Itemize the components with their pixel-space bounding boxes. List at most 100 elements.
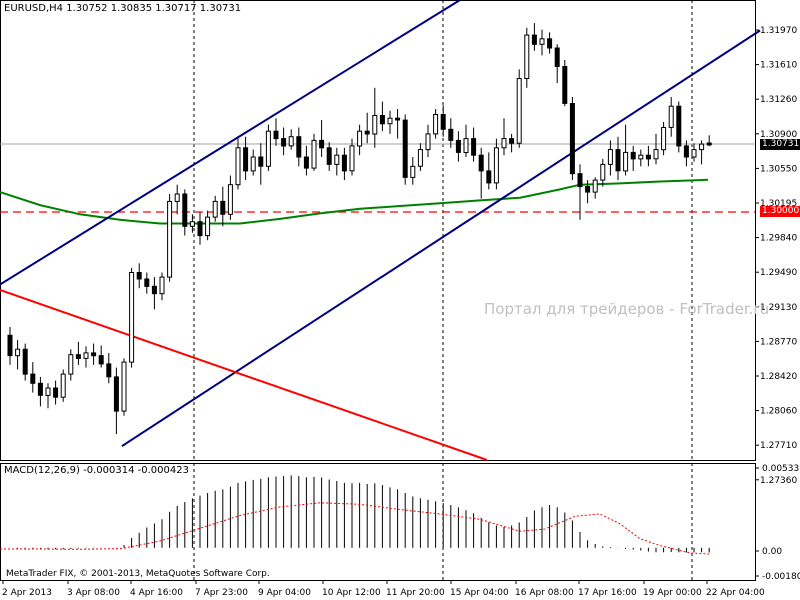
candle-body-36 bbox=[281, 138, 287, 147]
price-tick-label-13: 1.27360 bbox=[760, 476, 797, 486]
candle-body-23 bbox=[182, 193, 188, 227]
candle-body-24 bbox=[189, 221, 195, 227]
candle-body-26 bbox=[205, 216, 211, 237]
candle-body-8 bbox=[68, 354, 74, 375]
candle-body-38 bbox=[296, 136, 302, 158]
candle-body-66 bbox=[509, 138, 515, 144]
candle-body-2 bbox=[22, 348, 28, 375]
candle-body-10 bbox=[83, 352, 89, 359]
candle-body-13 bbox=[106, 363, 112, 378]
candle-body-91 bbox=[699, 143, 705, 151]
main-panel-frame bbox=[0, 0, 756, 461]
price-tick-label-5: 1.30195 bbox=[760, 199, 797, 209]
macd-tick-label-2: -0.001805 bbox=[762, 572, 800, 582]
time-tick-label-6: 11 Apr 20:00 bbox=[386, 588, 445, 598]
time-tick-label-2: 4 Apr 16:00 bbox=[130, 588, 183, 598]
price-tick-label-10: 1.28420 bbox=[760, 372, 797, 382]
candle-body-79 bbox=[607, 149, 613, 165]
candle-body-52 bbox=[402, 119, 408, 178]
candle-body-67 bbox=[516, 78, 522, 144]
candle-body-50 bbox=[387, 117, 393, 125]
candle-body-92 bbox=[706, 142, 712, 146]
candle-body-18 bbox=[144, 278, 150, 287]
candle-body-17 bbox=[136, 272, 142, 280]
candle-body-44 bbox=[341, 154, 347, 172]
candle-body-73 bbox=[562, 66, 568, 104]
last-close-badge: 1.30731 bbox=[760, 139, 800, 150]
candle-body-56 bbox=[433, 114, 439, 135]
candle-body-19 bbox=[151, 285, 157, 295]
candle-body-83 bbox=[638, 154, 644, 160]
candle-body-16 bbox=[129, 272, 135, 363]
candle-body-54 bbox=[417, 149, 423, 167]
candle-body-78 bbox=[600, 163, 606, 181]
candle-body-1 bbox=[15, 348, 21, 357]
candle-body-37 bbox=[288, 136, 294, 147]
candle-body-32 bbox=[250, 156, 256, 172]
candle-body-48 bbox=[372, 115, 378, 135]
candle-body-27 bbox=[212, 200, 218, 218]
time-tick-label-9: 17 Apr 16:00 bbox=[578, 588, 637, 598]
candle-body-74 bbox=[569, 103, 575, 175]
red-trendline-line bbox=[0, 289, 488, 461]
time-tick-label-4: 9 Apr 04:00 bbox=[258, 588, 311, 598]
symbol-header: EURUSD,H4 1.30752 1.30835 1.30717 1.3073… bbox=[4, 3, 242, 14]
candle-body-84 bbox=[645, 154, 651, 160]
candle-body-64 bbox=[493, 147, 499, 184]
price-tick-label-4: 1.30550 bbox=[760, 164, 797, 174]
candle-body-21 bbox=[167, 200, 173, 278]
price-tick-label-0: 1.31970 bbox=[760, 26, 797, 36]
candle-body-55 bbox=[425, 133, 431, 151]
candle-body-40 bbox=[311, 139, 317, 169]
macd-panel-frame bbox=[0, 463, 756, 581]
time-tick-label-3: 7 Apr 23:00 bbox=[195, 588, 248, 598]
candle-body-70 bbox=[539, 38, 545, 45]
price-tick-label-12: 1.27710 bbox=[760, 441, 797, 451]
candle-body-3 bbox=[30, 373, 36, 384]
moving-average-line bbox=[0, 178, 709, 225]
price-tick-label-3: 1.30900 bbox=[760, 130, 797, 140]
candle-body-4 bbox=[37, 382, 43, 396]
time-tick-label-11: 22 Apr 04:00 bbox=[706, 588, 765, 598]
candle-body-45 bbox=[349, 145, 355, 172]
macd-tick-label-0: 0.005337 bbox=[762, 464, 800, 474]
candle-body-42 bbox=[326, 147, 332, 165]
time-tick-label-1: 3 Apr 08:00 bbox=[67, 588, 120, 598]
price-tick-label-11: 1.28060 bbox=[760, 407, 797, 417]
channel-upper-line bbox=[0, 0, 461, 286]
candle-body-53 bbox=[410, 165, 416, 178]
candle-body-46 bbox=[357, 130, 363, 147]
candle-body-77 bbox=[592, 179, 598, 193]
watermark: Портал для трейдеров - ForTrader.ru bbox=[484, 300, 770, 318]
candle-body-59 bbox=[455, 139, 461, 153]
candle-body-5 bbox=[45, 387, 51, 396]
price-tick-label-6: 1.29840 bbox=[760, 234, 797, 244]
candle-body-51 bbox=[395, 117, 401, 121]
candle-body-12 bbox=[98, 355, 104, 365]
candle-body-81 bbox=[623, 151, 629, 172]
candle-body-69 bbox=[531, 34, 537, 45]
candle-body-9 bbox=[75, 354, 81, 359]
price-tick-label-7: 1.29490 bbox=[760, 268, 797, 278]
candle-body-7 bbox=[60, 373, 66, 398]
candle-body-89 bbox=[683, 145, 689, 158]
candle-body-41 bbox=[319, 139, 325, 149]
time-tick-label-7: 15 Apr 04:00 bbox=[450, 588, 509, 598]
level-badge: 1.30000 bbox=[760, 206, 800, 217]
candle-body-90 bbox=[691, 149, 697, 158]
candle-body-11 bbox=[91, 352, 97, 357]
time-tick-label-0: 2 Apr 2013 bbox=[2, 588, 52, 598]
channel-lower-line bbox=[121, 29, 761, 447]
time-tick-label-10: 19 Apr 00:00 bbox=[643, 588, 702, 598]
candle-body-63 bbox=[486, 170, 492, 184]
candle-body-71 bbox=[547, 38, 553, 49]
candle-body-43 bbox=[334, 154, 340, 165]
candle-body-58 bbox=[448, 128, 454, 141]
price-tick-label-8: 1.29130 bbox=[760, 303, 797, 313]
candle-body-28 bbox=[220, 200, 226, 215]
candle-body-80 bbox=[615, 149, 621, 172]
price-tick-label-2: 1.31260 bbox=[760, 95, 797, 105]
macd-signal-line bbox=[0, 502, 711, 555]
candle-body-35 bbox=[273, 130, 279, 140]
